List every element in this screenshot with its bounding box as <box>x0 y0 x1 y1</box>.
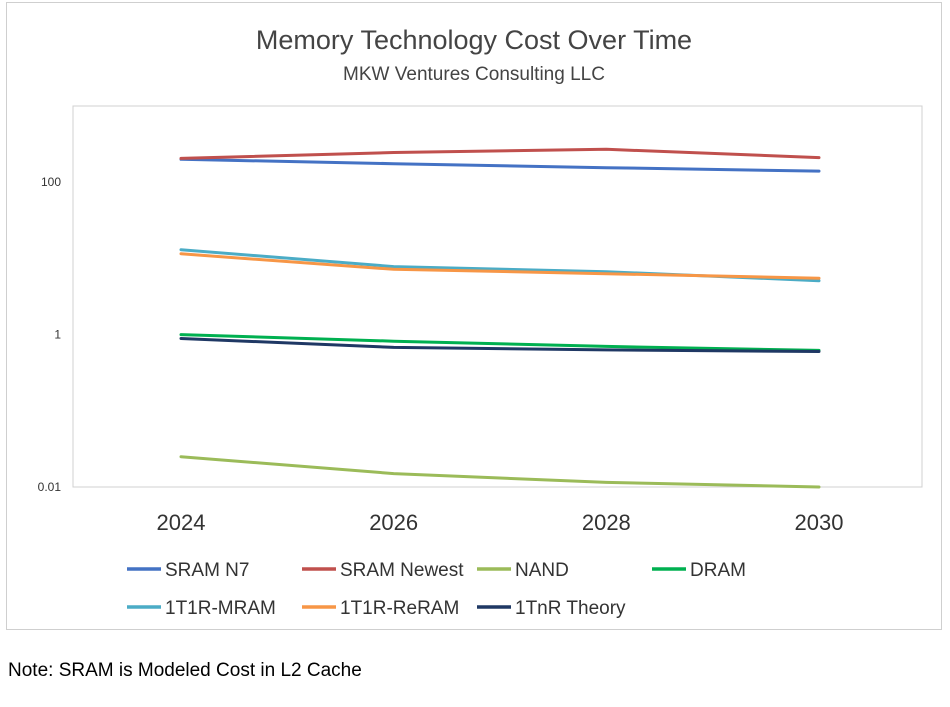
series-line-sram-n7 <box>179 157 821 173</box>
x-axis-ticks: 2024 2026 2028 2030 <box>157 510 844 535</box>
legend-label: DRAM <box>690 560 746 581</box>
x-tick-label: 2030 <box>795 510 844 535</box>
chart-subtitle: MKW Ventures Consulting LLC <box>343 64 605 85</box>
y-tick-label: 1 <box>54 328 61 342</box>
series-line-sram-newest <box>179 147 821 160</box>
chart-frame: Memory Technology Cost Over Time MKW Ven… <box>6 2 942 630</box>
series-line-1t1r-reram <box>179 252 821 280</box>
series-lines <box>179 147 821 489</box>
legend: SRAM N7 SRAM Newest NAND DRAM 1T1R-MRAM 1T1R-… <box>127 560 746 619</box>
legend-label: 1T1R-MRAM <box>165 598 276 619</box>
legend-label: NAND <box>515 560 569 581</box>
chart-title: Memory Technology Cost Over Time <box>256 25 692 55</box>
x-tick-label: 2026 <box>369 510 418 535</box>
y-axis-ticks: 0.01 1 100 <box>38 175 62 494</box>
legend-label: SRAM Newest <box>340 560 464 581</box>
y-tick-label: 100 <box>41 175 61 189</box>
y-tick-label: 0.01 <box>38 480 62 494</box>
series-line-1tnr-theory <box>179 337 821 353</box>
series-line-dram <box>179 333 821 352</box>
footnote: Note: SRAM is Modeled Cost in L2 Cache <box>8 660 362 681</box>
line-chart: Memory Technology Cost Over Time MKW Ven… <box>38 25 923 619</box>
legend-label: 1TnR Theory <box>515 598 626 619</box>
legend-label: SRAM N7 <box>165 560 249 581</box>
x-tick-label: 2024 <box>157 510 206 535</box>
x-tick-label: 2028 <box>582 510 631 535</box>
series-line-nand <box>179 455 821 489</box>
plot-area <box>72 105 923 488</box>
legend-label: 1T1R-ReRAM <box>340 598 459 619</box>
